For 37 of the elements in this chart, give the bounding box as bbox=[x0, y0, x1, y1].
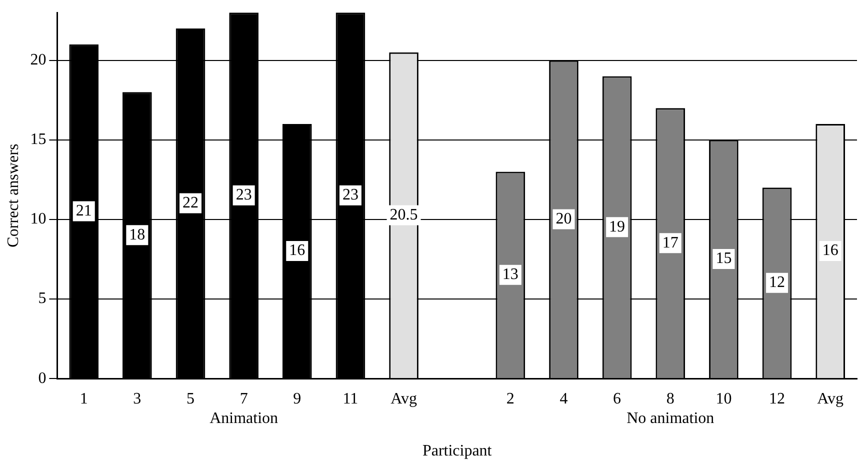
x-tick-label: 2 bbox=[506, 390, 514, 408]
x-tick-label: 7 bbox=[240, 390, 248, 408]
data-label: 15 bbox=[716, 250, 732, 268]
data-label: 23 bbox=[342, 186, 358, 204]
x-tick-label: Avg bbox=[817, 390, 844, 408]
x-tick-label: 4 bbox=[560, 390, 568, 408]
text: No animation bbox=[626, 410, 714, 427]
x-tick-label: 1 bbox=[80, 390, 88, 408]
x-axis-title: Participant bbox=[422, 442, 492, 460]
data-label: 18 bbox=[129, 226, 146, 244]
data-label: 20 bbox=[556, 210, 572, 228]
x-tick-label: 8 bbox=[666, 390, 674, 408]
data-label: 22 bbox=[182, 194, 198, 212]
x-tick-label: 3 bbox=[133, 390, 142, 408]
data-label: 20.5 bbox=[390, 206, 418, 224]
x-tick-label: 9 bbox=[293, 390, 302, 408]
data-label: 17 bbox=[662, 234, 678, 252]
data-label: 21 bbox=[76, 202, 92, 220]
y-tick-label: 5 bbox=[38, 290, 46, 308]
x-tick-label: 6 bbox=[613, 390, 622, 408]
y-tick-label: 0 bbox=[38, 370, 46, 387]
data-label: 19 bbox=[609, 218, 626, 236]
x-tick-label: 5 bbox=[186, 390, 194, 408]
data-label: 16 bbox=[289, 242, 306, 260]
data-label: 23 bbox=[236, 186, 252, 204]
x-tick-label: 10 bbox=[716, 390, 732, 408]
x-tick-label: 12 bbox=[769, 390, 786, 408]
y-tick-label: 10 bbox=[30, 210, 46, 228]
text: Animation bbox=[210, 410, 278, 427]
data-label: 12 bbox=[769, 274, 786, 292]
data-label: 13 bbox=[502, 266, 518, 284]
y-tick-label: 20 bbox=[30, 52, 46, 69]
y-axis-title: Correct answers bbox=[4, 144, 22, 248]
data-label: 16 bbox=[822, 242, 838, 260]
y-tick-label: 15 bbox=[30, 131, 46, 148]
x-tick-label: Avg bbox=[390, 390, 417, 408]
x-tick-label: 11 bbox=[342, 390, 358, 408]
